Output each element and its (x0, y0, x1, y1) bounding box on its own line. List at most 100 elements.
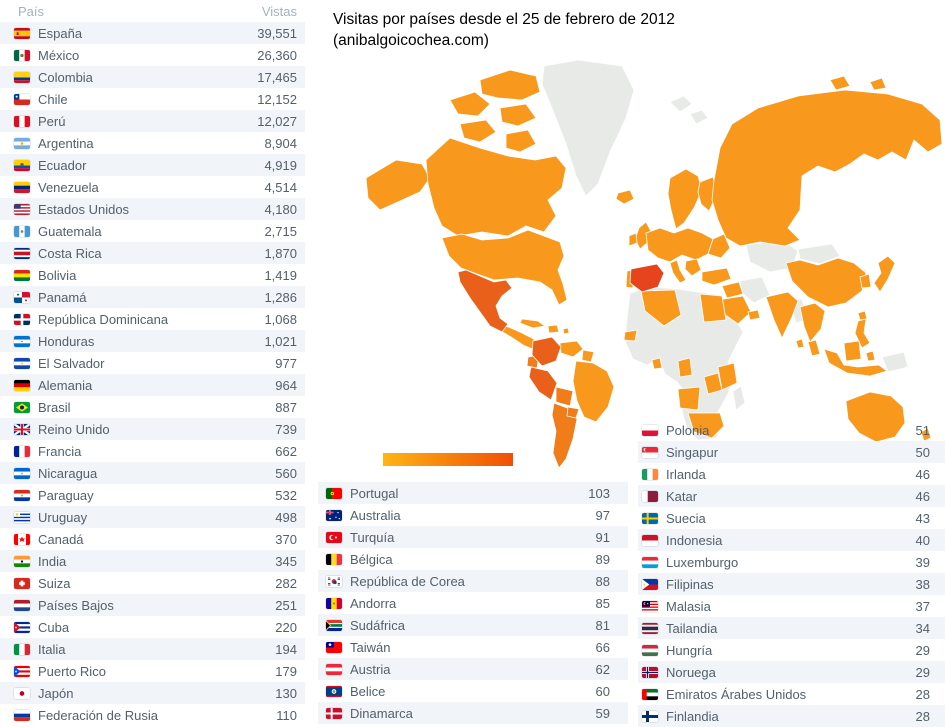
views-value: 60 (595, 683, 610, 699)
country-name: Puerto Rico (38, 663, 106, 679)
table-row: República Dominicana 1,068 (0, 308, 305, 330)
table-row: Bélgica 89 (318, 548, 628, 570)
table-row: Colombia 17,465 (0, 66, 305, 88)
flag-icon-colombia (14, 71, 30, 83)
country-name: Panamá (38, 289, 87, 305)
table-row: Ecuador 4,919 (0, 154, 305, 176)
col-header-country[interactable]: País (18, 3, 45, 19)
table-row: Federación de Rusia 110 (0, 704, 305, 726)
views-value: 345 (275, 553, 297, 569)
table-row: Chile 12,152 (0, 88, 305, 110)
table-row: Bolivia 1,419 (0, 264, 305, 286)
flag-icon-francia (14, 445, 30, 457)
flag-icon-emiratos-arabes-unidos (642, 688, 658, 700)
country-name: Colombia (38, 69, 93, 85)
flag-icon-luxemburgo (642, 556, 658, 568)
views-value: 739 (275, 421, 297, 437)
table-row: Suiza 282 (0, 572, 305, 594)
views-value: 282 (275, 575, 297, 591)
map-regions-visited[interactable] (365, 69, 943, 459)
flag-icon-tailandia (642, 622, 658, 634)
views-value: 12,027 (257, 113, 297, 129)
flag-icon-belgica (326, 553, 342, 565)
country-name: Honduras (38, 333, 95, 349)
table-row: Australia 97 (318, 504, 628, 526)
table-row: Katar 46 (638, 485, 945, 507)
map-region-spain[interactable] (629, 263, 665, 293)
country-name: Suiza (38, 575, 71, 591)
flag-icon-republica-dominicana (14, 313, 30, 325)
views-value: 1,068 (264, 311, 297, 327)
table-row: Italia 194 (0, 638, 305, 660)
table-row: Noruega 29 (638, 661, 945, 683)
country-name: Estados Unidos (38, 201, 130, 217)
country-name: Dinamarca (350, 705, 413, 721)
table-row: Finlandia 28 (638, 705, 945, 727)
flag-icon-el-salvador (14, 357, 30, 369)
col-header-views[interactable]: Vistas (261, 3, 297, 19)
flag-icon-bolivia (14, 269, 30, 281)
flag-icon-ecuador (14, 159, 30, 171)
flag-icon-dinamarca (326, 707, 342, 719)
country-name: Katar (666, 488, 698, 504)
country-name: Costa Rica (38, 245, 102, 261)
views-value: 1,419 (264, 267, 297, 283)
table-row: Reino Unido 739 (0, 418, 305, 440)
views-value: 91 (595, 529, 610, 545)
map-regions-high[interactable] (457, 269, 562, 401)
views-value: 51 (915, 422, 930, 438)
flag-icon-belice (326, 685, 342, 697)
views-value: 39 (915, 554, 930, 570)
views-value: 28 (915, 686, 930, 702)
flag-icon-suiza (14, 577, 30, 589)
country-name: Hungría (666, 642, 713, 658)
table-row: Filipinas 38 (638, 573, 945, 595)
country-name: Países Bajos (38, 597, 114, 613)
views-value: 977 (275, 355, 297, 371)
views-value: 88 (595, 573, 610, 589)
table-row: Estados Unidos 4,180 (0, 198, 305, 220)
flag-icon-taiwan (326, 641, 342, 653)
chart-title-line2: (anibalgoicochea.com) (333, 32, 489, 49)
map-regions-medium[interactable] (526, 354, 580, 469)
table-row: Perú 12,027 (0, 110, 305, 132)
table-row: Uruguay 498 (0, 506, 305, 528)
table-row: Tailandia 34 (638, 617, 945, 639)
flag-icon-suecia (642, 512, 658, 524)
country-name: Ecuador (38, 157, 87, 173)
flag-icon-mexico (14, 49, 30, 61)
country-name: Italia (38, 641, 66, 657)
table-row: Irlanda 46 (638, 463, 945, 485)
world-map[interactable] (330, 60, 945, 470)
country-name: Taiwán (350, 639, 391, 655)
country-name: Austria (350, 661, 391, 677)
table-row: Luxemburgo 39 (638, 551, 945, 573)
flag-icon-india (14, 555, 30, 567)
views-value: 34 (915, 620, 930, 636)
views-value: 532 (275, 487, 297, 503)
views-value: 964 (275, 377, 297, 393)
country-name: Belice (350, 683, 386, 699)
table-row: Países Bajos 251 (0, 594, 305, 616)
table-row: Emiratos Árabes Unidos 28 (638, 683, 945, 705)
views-value: 81 (595, 617, 610, 633)
flag-icon-puerto-rico (14, 665, 30, 677)
flag-icon-australia (326, 509, 342, 521)
table-row: Brasil 887 (0, 396, 305, 418)
country-name: Chile (38, 91, 68, 107)
flag-icon-filipinas (642, 578, 658, 590)
country-name: Uruguay (38, 509, 88, 525)
views-value: 39,551 (257, 25, 297, 41)
flag-icon-reino-unido (14, 423, 30, 435)
views-value: 1,021 (264, 333, 297, 349)
country-name: Canadá (38, 531, 84, 547)
table-row: Singapur 50 (638, 441, 945, 463)
country-table-right: Polonia 51 Singapur 50 Irlanda 46 Katar 46 Sueci… (638, 419, 945, 727)
chart-title-line1: Visitas por países desde el 25 de febrer… (333, 11, 675, 28)
country-name: Alemania (38, 377, 93, 393)
table-row: Alemania 964 (0, 374, 305, 396)
flag-icon-canada (14, 533, 30, 545)
flag-icon-katar (642, 490, 658, 502)
table-row: Taiwán 66 (318, 636, 628, 658)
table-row: Indonesia 40 (638, 529, 945, 551)
